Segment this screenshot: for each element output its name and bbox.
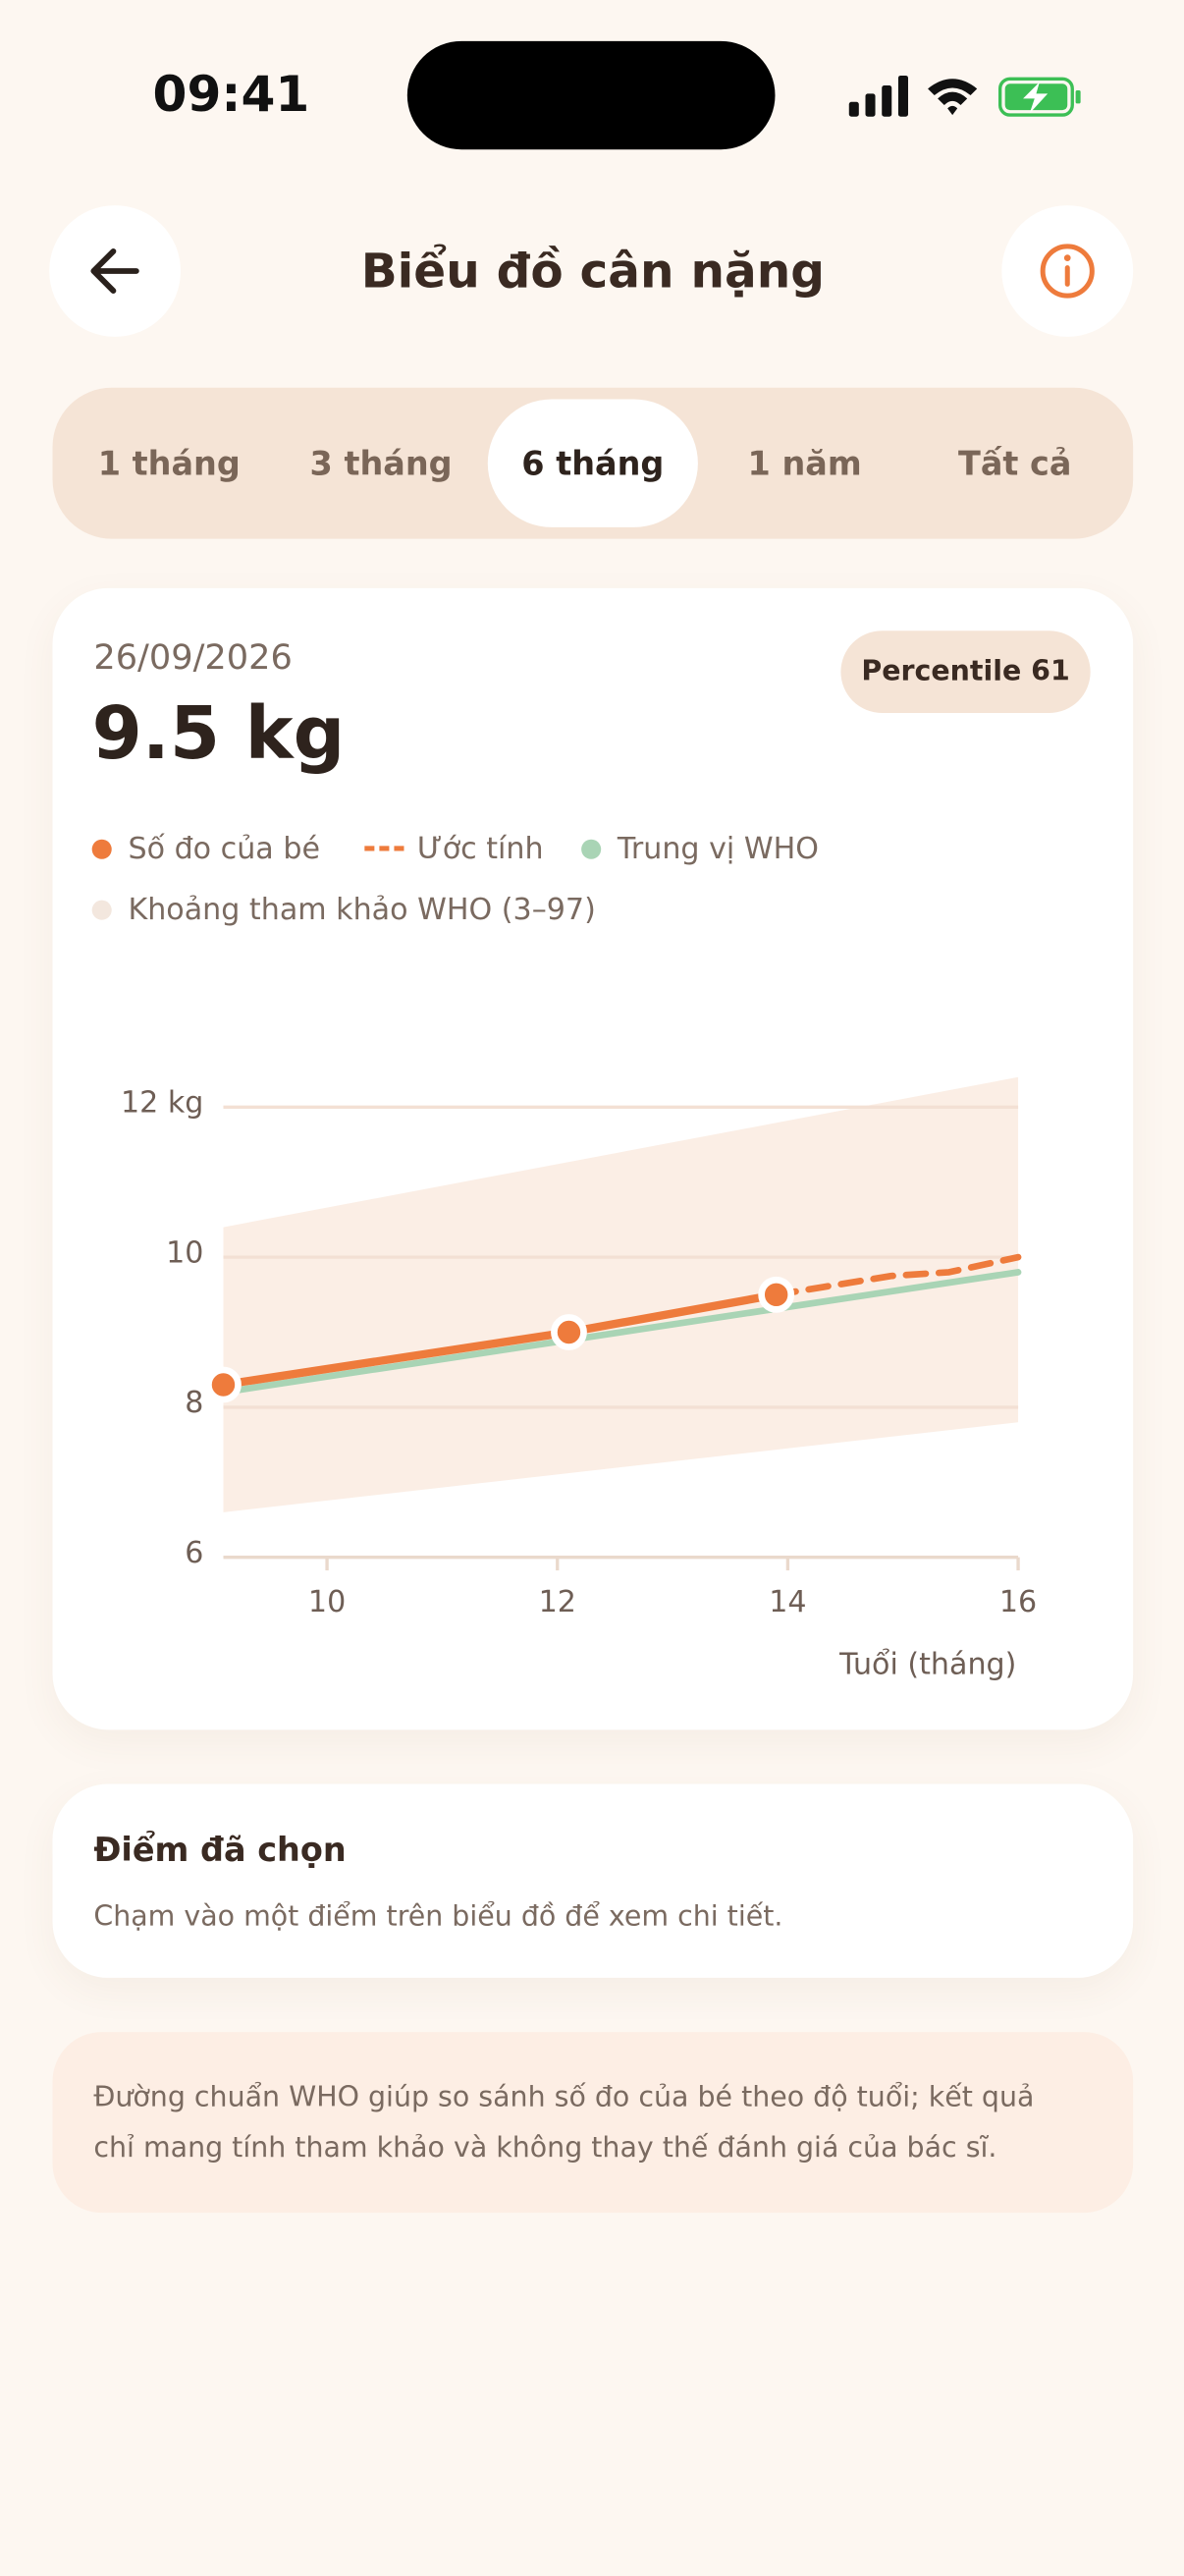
legend-label: Số đo của bé	[128, 832, 320, 867]
note-line: Đường chuẩn WHO giúp so sánh số đo của b…	[93, 2081, 1035, 2114]
legend-symbol	[91, 839, 112, 859]
legend-symbol	[581, 839, 602, 859]
page-title: Biểu đồ cân nặng	[360, 243, 825, 300]
tab[interactable]: 3 tháng	[309, 443, 453, 483]
tab[interactable]: 6 tháng	[521, 443, 665, 483]
y-tick-label: 12 kg	[121, 1085, 203, 1120]
tab[interactable]: Tất cả	[957, 443, 1072, 483]
legend-label: Khoảng tham khảo WHO (3–97)	[128, 893, 596, 928]
x-tick-label: 16	[999, 1585, 1037, 1619]
date: 26/09/2026	[93, 636, 293, 678]
selected-title: Điểm đã chọn	[93, 1830, 347, 1870]
current-value: 9.5 kg	[91, 692, 346, 777]
tab[interactable]: 1 năm	[747, 443, 862, 483]
status-icons	[848, 75, 1081, 117]
legend-symbol	[364, 846, 404, 851]
y-tick-label: 10	[166, 1235, 203, 1270]
selected-text: Chạm vào một điểm trên biểu đồ để xem ch…	[93, 1900, 783, 1934]
dynamic-island	[406, 40, 776, 150]
range-tabs: 1 tháng 3 tháng 6 tháng 1 năm Tất cả	[52, 387, 1134, 539]
active-tab-bg	[487, 399, 698, 527]
estimate-line	[773, 1253, 1022, 1298]
x-axis-label: Tuổi (tháng)	[838, 1647, 1016, 1682]
percentile-text: Percentile 61	[861, 655, 1070, 688]
tab[interactable]: 1 tháng	[97, 443, 241, 483]
y-tick-label: 6	[185, 1536, 203, 1570]
legend-label: Ước tính	[416, 832, 544, 867]
note-line: chỉ mang tính tham khảo và không thay th…	[93, 2132, 997, 2165]
median-line	[220, 1269, 1022, 1396]
note-box	[52, 2032, 1134, 2214]
y-tick-label: 8	[185, 1386, 203, 1420]
status-time: 09:41	[152, 66, 310, 125]
back-button[interactable]	[49, 205, 181, 337]
back-icon	[90, 247, 139, 294]
x-tick-label: 10	[308, 1585, 346, 1619]
info-button[interactable]	[1001, 205, 1134, 337]
legend-label: Trung vị WHO	[617, 832, 819, 867]
legend-symbol	[91, 900, 112, 920]
info-icon	[1040, 244, 1095, 299]
selected-point-card	[52, 1783, 1134, 1978]
chart: 6 8 10 12 kg 10 12 14 16 Tuổi (tháng)	[121, 1076, 1037, 1682]
percentile-badge: Percentile 61	[840, 630, 1091, 713]
x-tick-label: 12	[539, 1585, 576, 1619]
x-tick-label: 14	[769, 1585, 806, 1619]
measurement-point	[758, 1276, 795, 1313]
reference-band	[223, 1076, 1019, 1512]
measurement-point	[551, 1314, 587, 1350]
measurement-point	[205, 1366, 242, 1403]
